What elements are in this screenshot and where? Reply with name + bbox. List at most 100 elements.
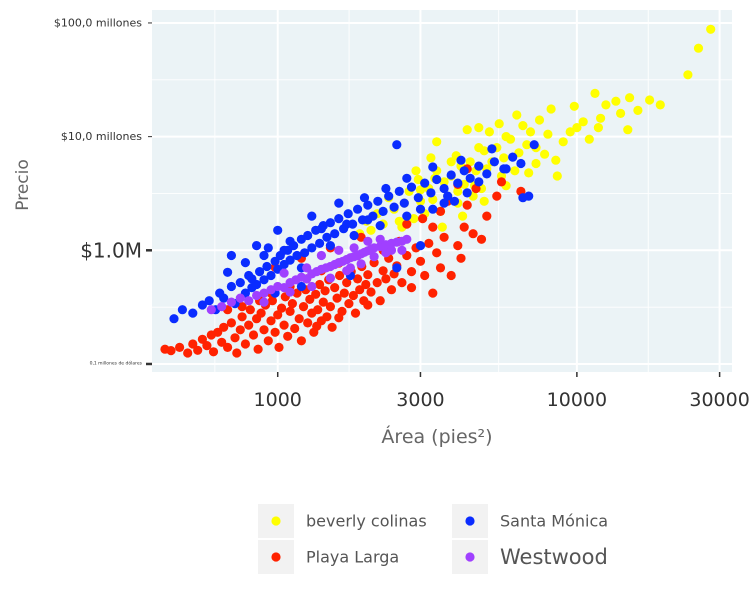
data-point xyxy=(456,155,466,165)
data-point xyxy=(270,327,280,337)
data-point xyxy=(226,250,236,261)
data-point xyxy=(226,318,236,328)
data-point xyxy=(296,336,306,346)
data-point xyxy=(219,322,229,332)
legend-key-dot xyxy=(465,552,475,562)
legend-key-dot xyxy=(465,516,475,526)
data-point xyxy=(402,219,412,229)
data-point xyxy=(235,325,245,335)
data-point xyxy=(197,300,207,310)
data-point xyxy=(316,250,326,261)
data-point xyxy=(531,158,541,169)
grid-lines xyxy=(152,10,732,372)
data-point xyxy=(501,164,511,174)
data-point xyxy=(406,182,417,192)
x-tick-label: 1000 xyxy=(254,389,302,411)
data-point xyxy=(611,96,621,106)
data-point xyxy=(465,157,475,167)
data-point xyxy=(298,302,309,312)
data-point xyxy=(494,119,504,129)
data-point xyxy=(345,263,355,273)
data-point xyxy=(551,155,561,165)
data-point xyxy=(601,100,611,110)
data-point xyxy=(252,290,262,301)
data-point xyxy=(262,261,272,272)
data-point xyxy=(552,171,562,181)
data-point xyxy=(237,302,247,312)
data-point xyxy=(355,285,365,295)
data-point xyxy=(474,143,484,153)
data-point xyxy=(285,306,295,316)
data-point xyxy=(392,263,402,273)
data-point xyxy=(476,234,487,244)
data-point xyxy=(569,101,579,111)
legend-label: beverly colinas xyxy=(306,512,427,531)
data-point xyxy=(342,219,352,229)
data-point xyxy=(307,281,317,292)
data-point xyxy=(372,278,382,288)
data-point xyxy=(330,283,340,293)
data-point xyxy=(482,169,492,179)
data-point xyxy=(496,177,507,187)
data-point xyxy=(256,308,266,318)
data-point xyxy=(432,174,442,185)
data-point xyxy=(356,232,366,242)
data-point xyxy=(273,310,283,320)
data-point xyxy=(356,259,366,269)
data-point xyxy=(292,250,302,261)
data-point xyxy=(350,308,361,318)
data-point xyxy=(534,115,545,125)
data-point xyxy=(274,342,284,352)
data-point xyxy=(525,127,536,137)
data-point xyxy=(518,193,528,203)
data-point xyxy=(439,177,449,187)
data-point xyxy=(279,320,289,330)
data-point xyxy=(439,232,449,242)
y-tick-label: $10,0 millones xyxy=(61,130,142,143)
data-point xyxy=(499,153,509,163)
data-point xyxy=(188,339,198,349)
data-point xyxy=(232,348,242,358)
legend-item: beverly colinas xyxy=(258,504,427,538)
data-point xyxy=(290,323,300,334)
data-point xyxy=(325,273,335,283)
data-point xyxy=(285,236,295,246)
data-point xyxy=(415,256,426,266)
data-point xyxy=(443,191,453,201)
data-point xyxy=(375,221,385,231)
data-point xyxy=(474,123,484,133)
data-point xyxy=(334,198,344,208)
data-point xyxy=(501,132,511,142)
data-point xyxy=(334,214,344,224)
data-point xyxy=(415,241,426,251)
data-point xyxy=(283,331,293,341)
data-point xyxy=(287,299,297,309)
data-point xyxy=(446,270,456,281)
data-point xyxy=(294,314,304,324)
data-point xyxy=(334,313,344,323)
data-point xyxy=(384,191,394,201)
data-point xyxy=(259,325,269,335)
data-point xyxy=(584,134,594,144)
data-point xyxy=(426,188,436,198)
data-point xyxy=(259,275,269,285)
data-point xyxy=(253,344,263,354)
data-point xyxy=(302,263,312,273)
data-point xyxy=(439,183,449,194)
legend-item: Playa Larga xyxy=(258,540,399,574)
data-point xyxy=(279,268,289,278)
data-point xyxy=(453,178,463,188)
data-point xyxy=(318,297,328,307)
data-point xyxy=(428,222,438,232)
data-point xyxy=(446,170,456,180)
x-tick-label: 30000 xyxy=(689,389,749,411)
data-point xyxy=(399,198,409,208)
legend-item: Westwood xyxy=(452,540,608,574)
data-points xyxy=(160,24,716,358)
data-point xyxy=(244,296,254,306)
data-point xyxy=(428,162,438,172)
series-santa-mónica xyxy=(169,140,539,324)
data-point xyxy=(623,125,633,135)
data-point xyxy=(188,308,198,318)
